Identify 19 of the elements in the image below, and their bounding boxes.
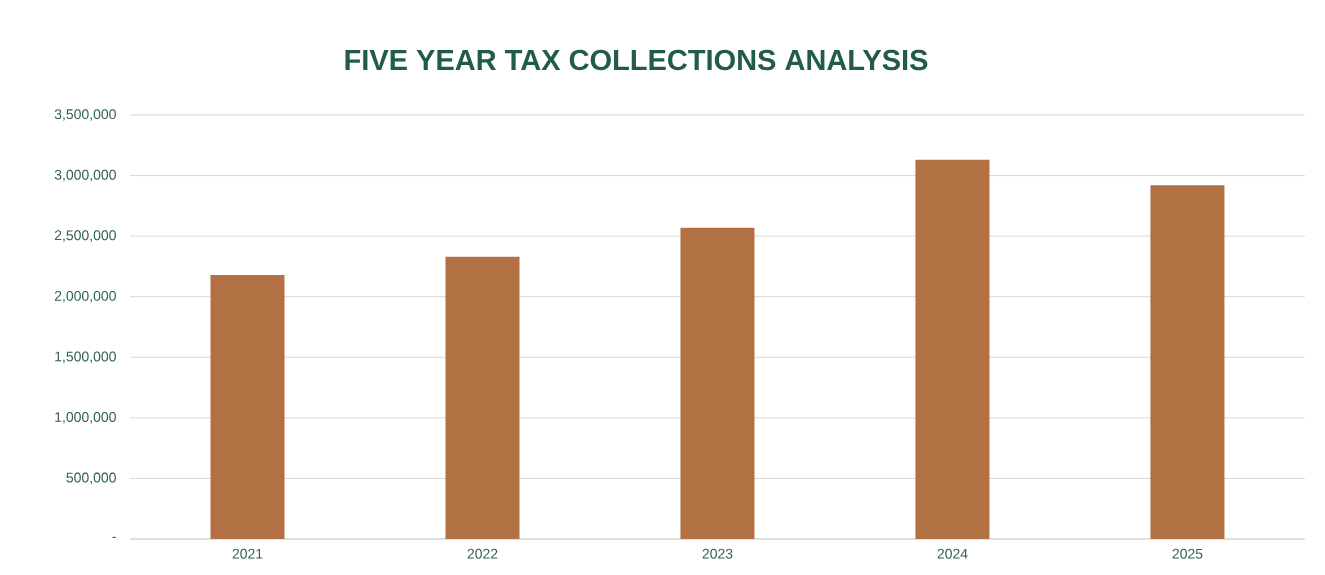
- y-tick-label: 3,500,000: [54, 109, 116, 121]
- y-tick-label: -: [112, 536, 116, 538]
- y-tick-label: 2,500,000: [54, 230, 116, 242]
- x-tick-label: 2025: [1172, 548, 1203, 559]
- y-tick-label: 500,000: [66, 472, 116, 485]
- x-tick-label: 2023: [702, 548, 733, 559]
- bar: [1150, 185, 1225, 539]
- y-tick-label: 2,000,000: [54, 290, 116, 303]
- bar: [915, 159, 990, 539]
- x-tick-label: 2022: [467, 548, 498, 559]
- y-tick-label: 1,000,000: [55, 412, 116, 424]
- x-tick-label: 2024: [937, 548, 968, 559]
- x-tick-label: 2021: [232, 548, 263, 559]
- y-tick-label: 3,000,000: [54, 169, 116, 182]
- y-tick-label: 1,500,000: [55, 351, 116, 364]
- chart-title: FIVE YEAR TAX COLLECTIONS ANALYSIS: [345, 49, 928, 71]
- bar: [680, 227, 755, 539]
- bar: [445, 256, 520, 539]
- bar: [210, 274, 285, 539]
